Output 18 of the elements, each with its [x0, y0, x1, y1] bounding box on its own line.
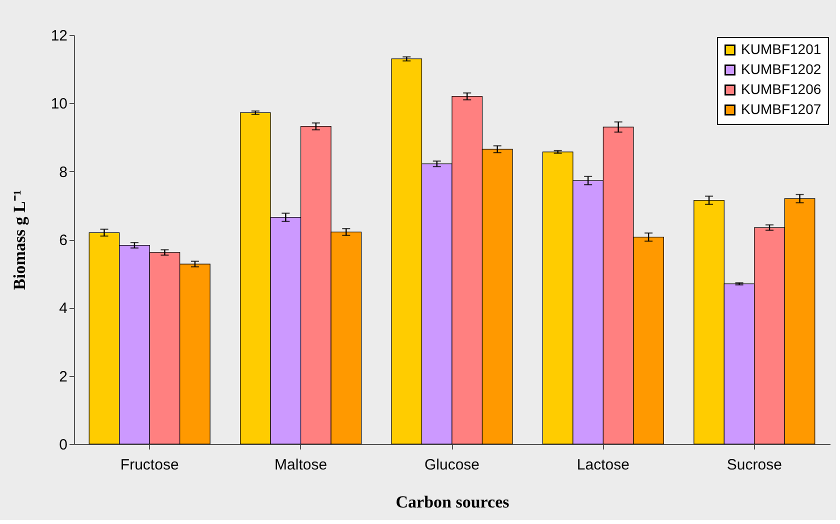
x-tick-label: Lactose [576, 456, 630, 474]
x-tick-label: Sucrose [726, 456, 782, 474]
y-tick-label: 0 [59, 436, 68, 454]
x-tick-label: Glucose [424, 456, 480, 474]
legend-label: KUMBF1201 [741, 41, 822, 57]
y-tick-label: 6 [59, 232, 68, 249]
y-axis-title: Biomass g L⁻¹ [10, 190, 29, 290]
y-tick-label: 12 [50, 28, 68, 44]
y-tick-label: 4 [59, 300, 68, 318]
legend-label: KUMBF1202 [741, 61, 822, 77]
y-tick-label: 8 [59, 164, 68, 181]
legend-label: KUMBF1206 [741, 81, 822, 97]
x-tick-label: Fructose [120, 456, 179, 474]
x-axis-title: Carbon sources [396, 492, 510, 512]
y-tick-label: 2 [59, 368, 68, 386]
x-tick-label: Maltose [274, 456, 328, 474]
y-tick-label: 10 [50, 96, 68, 113]
legend-label: KUMBF1207 [741, 101, 822, 117]
